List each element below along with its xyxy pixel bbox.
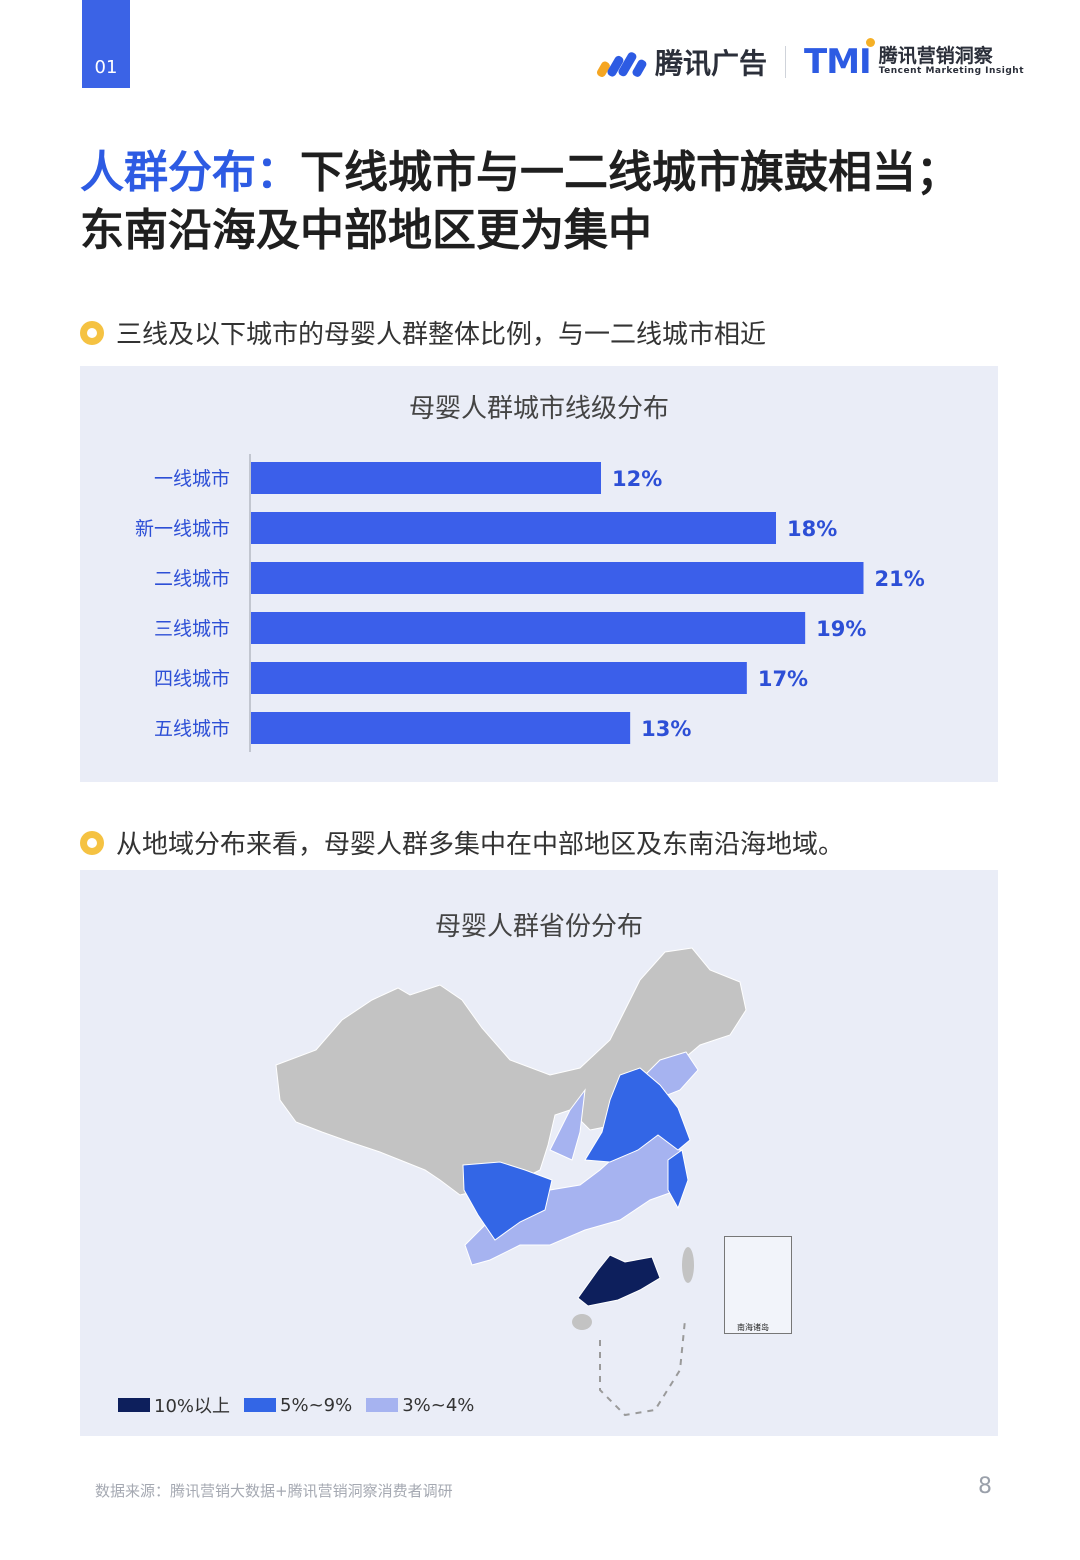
page-tab-number: 01 <box>94 57 118 78</box>
title-line1: 下线城市与一二线城市旗鼓相当； <box>300 147 960 198</box>
map-title: 母婴人群省份分布 <box>434 912 643 942</box>
bar-chart: 一线城市 12% 新一线城市 18% 二线城市 21% 三线城市 19% 四线城市 17% 五线城市… <box>135 454 925 752</box>
value-label: 19% <box>816 617 866 641</box>
category-label: 五线城市 <box>154 718 230 740</box>
tencent-ads-logo: 腾讯广告 <box>597 42 767 82</box>
legend-swatch <box>244 1398 277 1412</box>
bar <box>251 662 747 694</box>
value-label: 13% <box>641 717 691 741</box>
value-label: 17% <box>758 667 808 691</box>
bar <box>251 612 806 644</box>
category-label: 四线城市 <box>154 668 230 690</box>
south-china-sea-inset: 南海诸岛 <box>724 1236 792 1334</box>
inset-caption: 南海诸岛 <box>737 1323 769 1332</box>
city-tier-chart-panel: 母婴人群城市线级分布 一线城市 12% 新一线城市 18% 二线城市 21% 三线城市 19%… <box>80 366 998 782</box>
page-number: 8 <box>978 1474 992 1499</box>
page-tab: 01 <box>82 0 130 88</box>
bar <box>251 712 631 744</box>
value-label: 12% <box>612 467 662 491</box>
legend-swatch <box>118 1398 150 1412</box>
category-label: 三线城市 <box>154 618 230 640</box>
tmi-name-cn: 腾讯营销洞察 <box>878 45 993 68</box>
legend-swatch <box>366 1398 399 1412</box>
maritime-boundary <box>599 1319 686 1417</box>
tmi-name-en: Tencent Marketing Insight <box>878 66 1024 77</box>
bullet-region: 从地域分布来看，母婴人群多集中在中部地区及东南沿海地域。 <box>80 824 844 861</box>
legend-item: 3%~4% <box>366 1395 474 1416</box>
title-line2: 东南沿海及中部地区更为集中 <box>80 205 652 256</box>
value-label: 21% <box>875 567 925 591</box>
map-region-dark <box>577 1254 661 1307</box>
bullet-dot-icon <box>80 830 104 855</box>
china-map <box>275 947 747 1417</box>
data-source: 数据来源：腾讯营销大数据+腾讯营销洞察消费者调研 <box>95 1482 453 1500</box>
brand-divider <box>785 46 787 78</box>
taiwan-island <box>682 1247 694 1283</box>
brand-header: 腾讯广告 TMI 腾讯营销洞察 Tencent Marketing Insigh… <box>597 38 1024 82</box>
chart-title: 母婴人群城市线级分布 <box>408 394 669 424</box>
category-label: 一线城市 <box>154 468 230 490</box>
bar <box>251 512 776 544</box>
category-label: 二线城市 <box>154 568 230 590</box>
tencent-ads-icon <box>597 52 647 77</box>
province-map-panel: 母婴人群省份分布 南海诸岛 10%以上 5%~9% 3%~4% <box>80 870 998 1436</box>
bullet-dot-icon <box>80 320 104 345</box>
hainan-island <box>572 1314 592 1330</box>
tencent-ads-name: 腾讯广告 <box>655 47 768 80</box>
bullet-text: 从地域分布来看，母婴人群多集中在中部地区及东南沿海地域。 <box>116 830 845 860</box>
value-label: 18% <box>787 517 837 541</box>
map-region-light <box>549 1088 586 1161</box>
page-title: 人群分布：下线城市与一二线城市旗鼓相当； 东南沿海及中部地区更为集中 <box>80 144 1020 260</box>
tmi-logo: TMI 腾讯营销洞察 Tencent Marketing Insight <box>804 38 1024 82</box>
map-region-medium <box>584 1067 691 1163</box>
map-region-medium <box>462 1161 553 1241</box>
bullet-text: 三线及以下城市的母婴人群整体比例，与一二线城市相近 <box>116 320 767 350</box>
title-highlight: 人群分布： <box>80 147 300 198</box>
map-region-medium <box>667 1149 689 1210</box>
legend-item: 10%以上 <box>118 1392 230 1418</box>
bullet-city-tier: 三线及以下城市的母婴人群整体比例，与一二线城市相近 <box>80 314 766 351</box>
tmi-mark: TMI <box>804 38 875 82</box>
bar <box>251 562 864 594</box>
legend-item: 5%~9% <box>244 1395 352 1416</box>
bar <box>251 462 601 494</box>
map-legend: 10%以上 5%~9% 3%~4% <box>118 1392 474 1418</box>
category-label: 新一线城市 <box>135 518 230 540</box>
